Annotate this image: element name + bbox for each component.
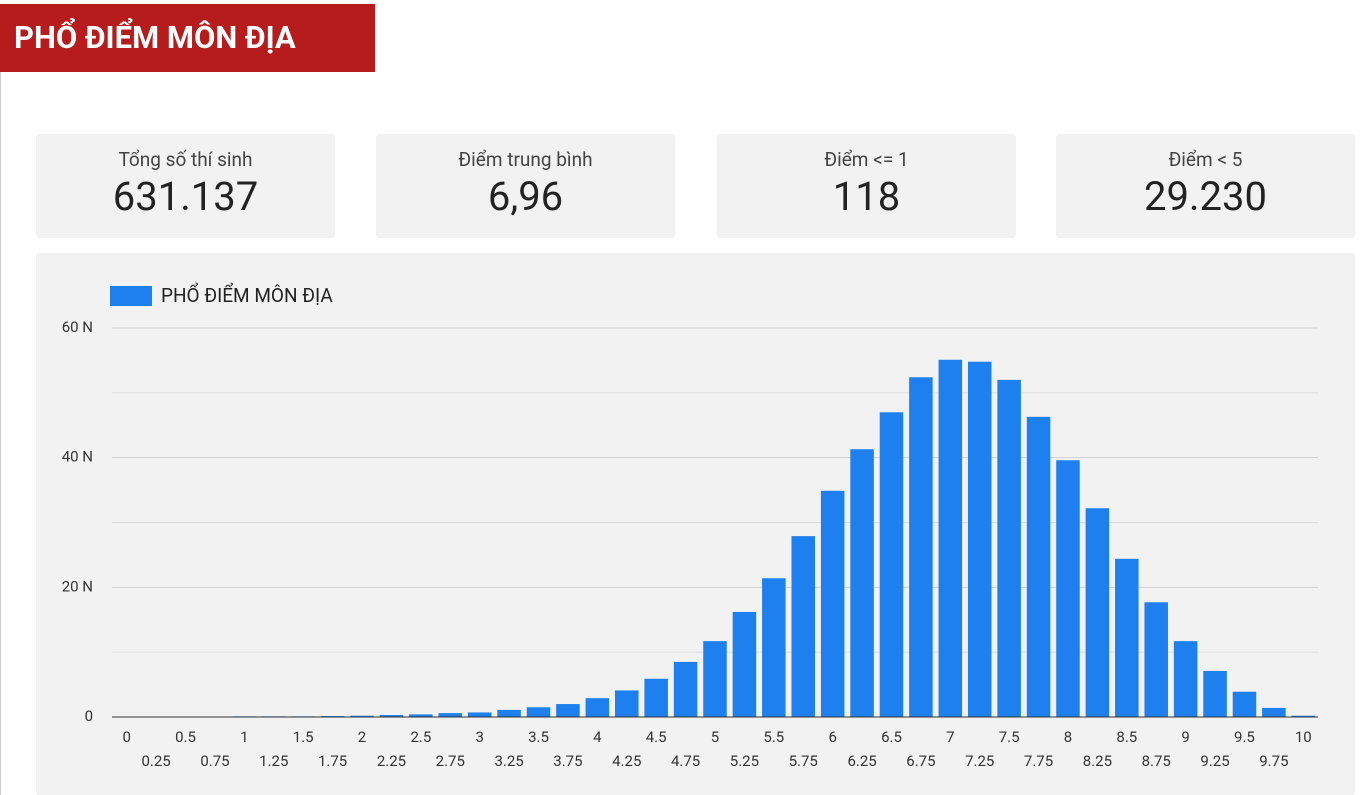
stat-value: 6,96 (487, 173, 564, 220)
x-tick-label: 4.75 (671, 752, 700, 770)
bar (409, 714, 433, 717)
x-tick-label: 2.5 (410, 728, 431, 746)
y-tick-label: 40 N (62, 448, 93, 466)
x-tick-label: 5.5 (763, 728, 784, 746)
x-tick-label: 8.25 (1083, 752, 1112, 770)
x-tick-label: 0.75 (200, 752, 229, 770)
x-tick-label: 6.25 (847, 752, 876, 770)
x-tick-label: 10 (1295, 728, 1312, 746)
bar (820, 490, 845, 717)
x-tick-label: 7.75 (1024, 752, 1053, 770)
stat-value: 631.137 (112, 173, 259, 220)
bar (585, 698, 610, 717)
x-tick-label: 0.5 (175, 728, 196, 746)
stat-card: Điểm trung bình 6,96 (376, 134, 675, 238)
bar (1115, 558, 1139, 717)
stat-card: Điểm <= 1 118 (717, 134, 1016, 238)
x-tick-label: 1.5 (293, 728, 314, 746)
header-title: PHỔ ĐIỂM MÔN ĐỊA (0, 4, 375, 72)
bar (1232, 691, 1257, 717)
bar (1056, 460, 1080, 717)
x-tick-label: 1.25 (259, 752, 288, 770)
x-tick-label: 3.5 (528, 728, 549, 746)
x-tick-label: 1 (240, 728, 248, 746)
bar (967, 361, 992, 717)
bar (438, 713, 463, 717)
x-tick-label: 4 (593, 728, 602, 746)
bar (879, 412, 904, 717)
x-tick-label: 6.5 (881, 728, 902, 746)
bar (1026, 416, 1051, 717)
x-tick-label: 0.25 (141, 752, 170, 770)
bar (1262, 707, 1286, 717)
x-tick-label: 6.75 (906, 752, 935, 770)
x-tick-label: 1.75 (318, 752, 347, 770)
bar (791, 536, 816, 717)
x-tick-label: 6 (828, 728, 836, 746)
x-tick-label: 4.5 (646, 728, 667, 746)
x-tick-label: 2 (358, 728, 366, 746)
x-tick-label: 7 (946, 728, 954, 746)
bar (556, 704, 580, 717)
y-tick-label: 20 N (62, 577, 93, 595)
legend-swatch (110, 286, 152, 306)
legend-label: PHỔ ĐIỂM MÔN ĐỊA (161, 283, 333, 307)
stat-card: Tổng số thí sinh 631.137 (36, 134, 335, 238)
x-tick-label: 3 (475, 728, 483, 746)
x-tick-label: 3.75 (553, 752, 582, 770)
bar (1203, 670, 1227, 717)
bar (732, 611, 757, 717)
bar (673, 661, 698, 717)
x-tick-label: 8.5 (1116, 728, 1137, 746)
stat-card: Điểm < 5 29.230 (1056, 134, 1355, 238)
x-tick-label: 5.75 (789, 752, 818, 770)
x-tick-label: 8 (1064, 728, 1072, 746)
stat-value: 29.230 (1144, 173, 1267, 220)
page-edge (0, 72, 1, 795)
bar (909, 377, 933, 717)
stat-value: 118 (832, 173, 901, 220)
x-tick-label: 9 (1181, 728, 1189, 746)
bar (614, 690, 639, 717)
bar (497, 709, 521, 717)
x-tick-label: 5 (711, 728, 719, 746)
bar (1291, 715, 1316, 717)
x-tick-label: 4.25 (612, 752, 641, 770)
bar (1173, 641, 1198, 717)
bar (644, 678, 668, 717)
bar (850, 449, 874, 717)
x-tick-label: 5.25 (730, 752, 759, 770)
x-tick-label: 8.75 (1142, 752, 1171, 770)
x-tick-label: 9.25 (1200, 752, 1229, 770)
chart-panel (36, 253, 1355, 795)
x-tick-label: 0 (122, 728, 130, 746)
bar (379, 715, 404, 717)
x-tick-label: 2.75 (436, 752, 465, 770)
bar (938, 359, 963, 717)
stat-label: Điểm trung bình (458, 148, 593, 171)
stat-label: Điểm <= 1 (824, 148, 909, 171)
y-tick-label: 0 (85, 707, 93, 725)
bar (467, 712, 492, 717)
stat-label: Điểm < 5 (1168, 148, 1243, 171)
x-tick-label: 2.25 (377, 752, 406, 770)
x-tick-label: 9.75 (1259, 752, 1288, 770)
y-tick-label: 60 N (62, 318, 93, 336)
x-tick-label: 3.25 (494, 752, 523, 770)
bar (1085, 508, 1110, 717)
x-tick-label: 7.5 (999, 728, 1020, 746)
bar (1144, 602, 1168, 717)
x-tick-label: 9.5 (1234, 728, 1255, 746)
bar (703, 641, 727, 717)
x-tick-label: 7.25 (965, 752, 994, 770)
stat-label: Tổng số thí sinh (118, 148, 253, 171)
bar (526, 707, 551, 717)
bar (997, 379, 1021, 717)
bar (762, 578, 786, 717)
bar (350, 715, 374, 717)
